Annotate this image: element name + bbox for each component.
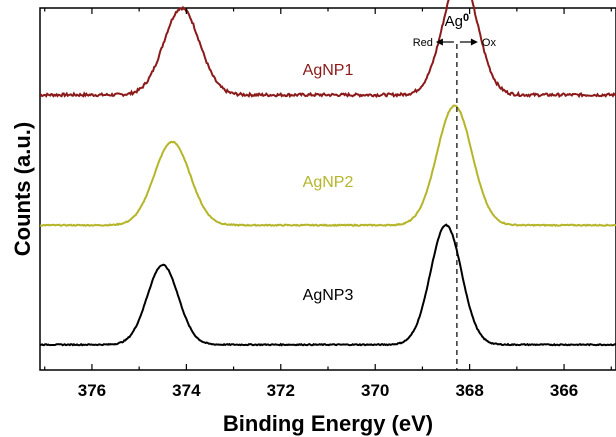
- series-label-agnp1: AgNP1: [303, 62, 354, 79]
- arrow-right-head: [470, 38, 478, 46]
- x-tick-label: 372: [267, 381, 295, 400]
- x-tick-label: 374: [172, 381, 201, 400]
- series-line-agnp2: [39, 104, 616, 228]
- reference-label-superscript: 0: [463, 12, 469, 24]
- direction-label-red: Red: [413, 37, 433, 49]
- x-tick-label: 366: [550, 381, 578, 400]
- x-tick-label: 376: [78, 381, 106, 400]
- y-axis-label: Counts (a.u.): [10, 122, 35, 256]
- reference-label-base: Ag: [445, 13, 463, 30]
- reference-label: Ag0: [445, 12, 469, 30]
- reference-layer: Ag0 Red Ox: [413, 12, 497, 370]
- x-axis-label: Binding Energy (eV): [223, 411, 433, 436]
- arrow-left-head: [435, 38, 443, 46]
- series-label-agnp2: AgNP2: [303, 174, 354, 191]
- x-tick-label: 370: [361, 381, 389, 400]
- series-line-agnp3: [39, 223, 616, 347]
- x-tick-label: 368: [455, 381, 483, 400]
- direction-label-ox: Ox: [482, 37, 497, 49]
- x-axis-ticks: 376 374 372 370 368 366: [44, 8, 612, 400]
- series-line-agnp1: [39, 0, 616, 99]
- series-label-agnp3: AgNP3: [303, 287, 354, 304]
- series-layer: AgNP1 AgNP2 AgNP3: [39, 0, 616, 347]
